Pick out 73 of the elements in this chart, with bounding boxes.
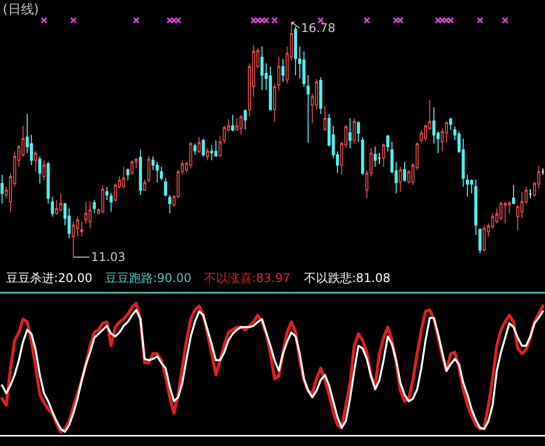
candlestick bbox=[499, 201, 503, 220]
candlestick bbox=[504, 201, 507, 224]
candlestick bbox=[202, 138, 205, 157]
candlestick bbox=[110, 192, 113, 212]
candlestick bbox=[277, 56, 280, 92]
candlestick bbox=[244, 108, 247, 130]
candlestick bbox=[38, 156, 42, 184]
candlestick bbox=[352, 118, 356, 144]
chart-title: (日线) bbox=[2, 2, 39, 18]
candlestick bbox=[323, 105, 326, 132]
candlestick bbox=[105, 186, 108, 200]
candlestick bbox=[122, 166, 126, 189]
candlestick bbox=[528, 188, 532, 199]
candlestick bbox=[541, 168, 544, 176]
candlestick bbox=[42, 160, 46, 181]
candlestick bbox=[130, 160, 134, 176]
candlestick bbox=[386, 134, 390, 152]
candlestick bbox=[80, 221, 84, 238]
candlestick bbox=[420, 129, 423, 144]
candlestick bbox=[189, 141, 192, 169]
candlestick bbox=[92, 199, 96, 214]
text: 豆豆跑路:90.00 bbox=[105, 271, 192, 285]
text: 豆豆杀进:20.00 bbox=[6, 271, 92, 285]
candlestick bbox=[210, 144, 214, 161]
candlestick bbox=[273, 82, 276, 122]
candlestick bbox=[466, 174, 469, 198]
candlestick bbox=[474, 178, 478, 236]
candlestick bbox=[356, 121, 360, 142]
candlestick bbox=[378, 152, 381, 164]
candlestick bbox=[281, 58, 285, 82]
candlestick bbox=[348, 118, 352, 149]
candlestick bbox=[50, 196, 54, 218]
candlestick bbox=[361, 136, 364, 176]
candlestick bbox=[126, 168, 130, 181]
candlestick bbox=[138, 149, 142, 196]
candlestick bbox=[231, 114, 234, 132]
annotation: 11.03 bbox=[91, 250, 126, 264]
candlestick bbox=[482, 224, 486, 252]
candlestick bbox=[294, 26, 298, 76]
candlestick bbox=[449, 116, 452, 130]
candlestick bbox=[59, 192, 62, 212]
candlestick bbox=[88, 200, 92, 229]
candlestick bbox=[403, 161, 406, 182]
candlestick bbox=[193, 143, 196, 156]
candlestick bbox=[235, 118, 238, 132]
candlestick bbox=[147, 155, 150, 182]
candlestick bbox=[319, 76, 322, 114]
candlestick bbox=[382, 143, 386, 168]
candlestick bbox=[374, 146, 377, 168]
candlestick bbox=[168, 194, 172, 214]
candlestick bbox=[260, 46, 264, 90]
candlestick bbox=[206, 148, 210, 161]
candlestick bbox=[198, 136, 201, 154]
text: 不以跌悲:81.08 bbox=[304, 271, 390, 285]
text: 不以涨喜:83.97 bbox=[204, 271, 290, 285]
candlestick bbox=[478, 228, 482, 254]
candlestick bbox=[160, 166, 163, 181]
candlestick bbox=[143, 178, 146, 192]
candlestick bbox=[214, 140, 218, 157]
candlestick bbox=[306, 74, 310, 144]
annotation: 16.78 bbox=[301, 21, 336, 35]
candlestick bbox=[302, 50, 306, 88]
candlestick bbox=[164, 178, 168, 198]
candlestick bbox=[470, 178, 474, 194]
candlestick bbox=[398, 166, 402, 192]
candlestick bbox=[101, 184, 104, 214]
candlestick bbox=[46, 161, 50, 204]
candlestick bbox=[218, 136, 222, 157]
candlestick bbox=[240, 114, 243, 136]
candlestick bbox=[268, 66, 272, 112]
candlestick bbox=[0, 174, 4, 204]
candlestick bbox=[34, 150, 38, 172]
candlestick bbox=[512, 184, 516, 204]
